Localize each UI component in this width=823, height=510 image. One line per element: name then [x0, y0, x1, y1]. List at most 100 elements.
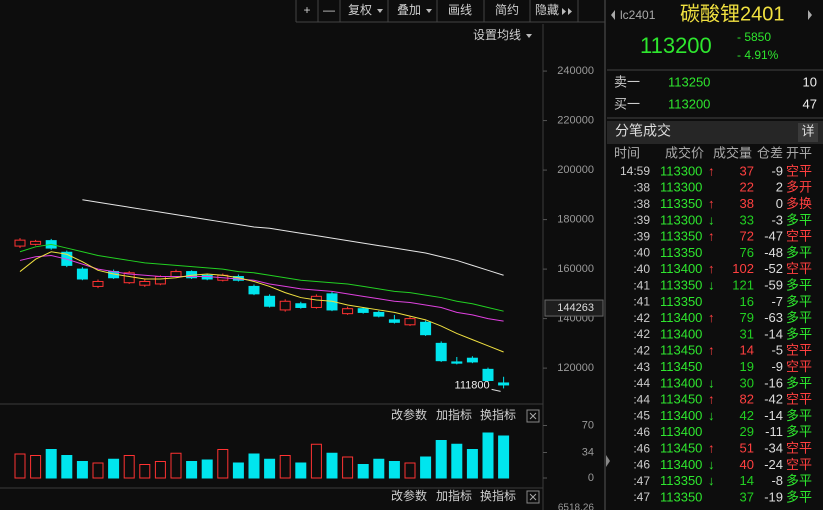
volume-bar	[357, 464, 369, 479]
trade-price: 113400	[660, 424, 702, 439]
volume-bar	[404, 462, 416, 479]
volume-bar	[451, 443, 463, 479]
ma-setting[interactable]: 设置均线	[473, 28, 521, 42]
prev-icon[interactable]	[611, 10, 615, 20]
column-header: 成交价	[665, 145, 704, 160]
trade-time: :44	[633, 392, 650, 406]
column-header: 时间	[614, 145, 640, 160]
trade-time: :40	[633, 262, 650, 276]
toolbar-button[interactable]: 复权	[348, 3, 372, 17]
y-tick-label: 220000	[557, 114, 594, 126]
close-box[interactable]	[526, 409, 540, 423]
candle-body	[170, 271, 182, 278]
toolbar-button[interactable]: —	[323, 3, 335, 17]
trade-type: 多平	[786, 245, 812, 260]
candle-body	[279, 300, 291, 311]
trade-volume: 31	[740, 326, 754, 341]
trade-price: 113400	[660, 310, 702, 325]
panel-button[interactable]: 加指标	[436, 488, 472, 503]
trade-time: :41	[633, 278, 650, 292]
trade-type: 空平	[786, 343, 812, 358]
trade-oi: -63	[764, 310, 783, 325]
candle-body	[373, 311, 385, 317]
next-icon[interactable]	[808, 10, 812, 20]
trade-oi: -59	[764, 278, 783, 293]
trade-arrow: ↑	[708, 163, 715, 178]
toolbar-button[interactable]: 叠加	[397, 3, 421, 17]
volume-bar	[435, 440, 447, 479]
trade-volume: 42	[740, 408, 754, 423]
trade-price: 113300	[660, 163, 702, 178]
candle-body	[435, 342, 447, 362]
trade-arrow: ↓	[708, 457, 715, 472]
detail-button-label[interactable]: 详	[801, 123, 814, 138]
panel-button[interactable]: 换指标	[480, 407, 516, 422]
column-header: 开平	[786, 145, 812, 160]
trade-volume: 22	[740, 180, 754, 195]
book-price: 113250	[668, 74, 710, 89]
trade-price: 113450	[660, 359, 702, 374]
candle-body	[30, 240, 42, 245]
volume-bar	[30, 455, 42, 479]
panel-button[interactable]: 改参数	[391, 488, 427, 503]
dropdown-icon	[426, 9, 432, 13]
volume-bar	[139, 464, 151, 479]
trade-time: :47	[633, 474, 650, 488]
trade-time: :46	[633, 425, 650, 439]
trade-volume: 14	[740, 473, 754, 488]
volume-bar	[92, 462, 104, 479]
close-box[interactable]	[526, 490, 540, 504]
trade-type: 多平	[786, 424, 812, 439]
low-label: 111800	[455, 379, 490, 391]
trade-arrow: ↑	[708, 392, 715, 407]
trade-time: :42	[633, 343, 650, 357]
trade-price: 113350	[660, 245, 702, 260]
candle-body	[310, 295, 322, 308]
candle-body	[357, 308, 369, 313]
trades-header-band	[607, 121, 823, 144]
trades-title: 分笔成交	[615, 123, 671, 139]
toolbar-button[interactable]: 隐藏	[535, 3, 559, 17]
volume-bar	[201, 459, 213, 479]
toolbar-button[interactable]: +	[303, 3, 310, 17]
dropdown-icon	[377, 9, 383, 13]
toolbar-button[interactable]: 画线	[448, 3, 472, 17]
volume-bar	[295, 462, 307, 479]
trade-time: :45	[633, 409, 650, 423]
trade-arrow: ↓	[708, 278, 715, 293]
trade-oi: -47	[764, 229, 783, 244]
trade-time: :46	[633, 458, 650, 472]
trade-price: 113400	[660, 375, 702, 390]
panel-button[interactable]: 加指标	[436, 407, 472, 422]
collapse-icon[interactable]	[606, 455, 610, 467]
trade-price: 113350	[660, 196, 702, 211]
trade-volume: 121	[732, 278, 754, 293]
expand-icon	[562, 8, 572, 15]
trade-arrow: ↑	[708, 196, 715, 211]
panel-button[interactable]: 换指标	[480, 488, 516, 503]
trade-type: 多平	[786, 278, 812, 293]
volume-bar	[498, 435, 510, 479]
volume-bar	[123, 455, 135, 479]
trade-time: :38	[633, 197, 650, 211]
close-icon	[529, 493, 537, 501]
trade-oi: -3	[771, 212, 783, 227]
trade-time: :42	[633, 311, 650, 325]
trade-type: 空平	[786, 359, 812, 374]
trade-type: 多换	[786, 196, 812, 211]
trade-price: 113350	[660, 489, 702, 504]
toolbar-button[interactable]: 简约	[495, 2, 519, 17]
price-change: - 5850	[737, 30, 771, 44]
trade-volume: 14	[740, 343, 754, 358]
ma-line	[19, 251, 504, 353]
detail-button[interactable]	[798, 123, 818, 142]
volume-bar	[466, 449, 478, 479]
panel-button[interactable]: 改参数	[391, 407, 427, 422]
trade-volume: 19	[740, 359, 754, 374]
volume-bar	[61, 455, 73, 479]
volume-bar	[310, 443, 322, 479]
trade-type: 多平	[786, 294, 812, 309]
